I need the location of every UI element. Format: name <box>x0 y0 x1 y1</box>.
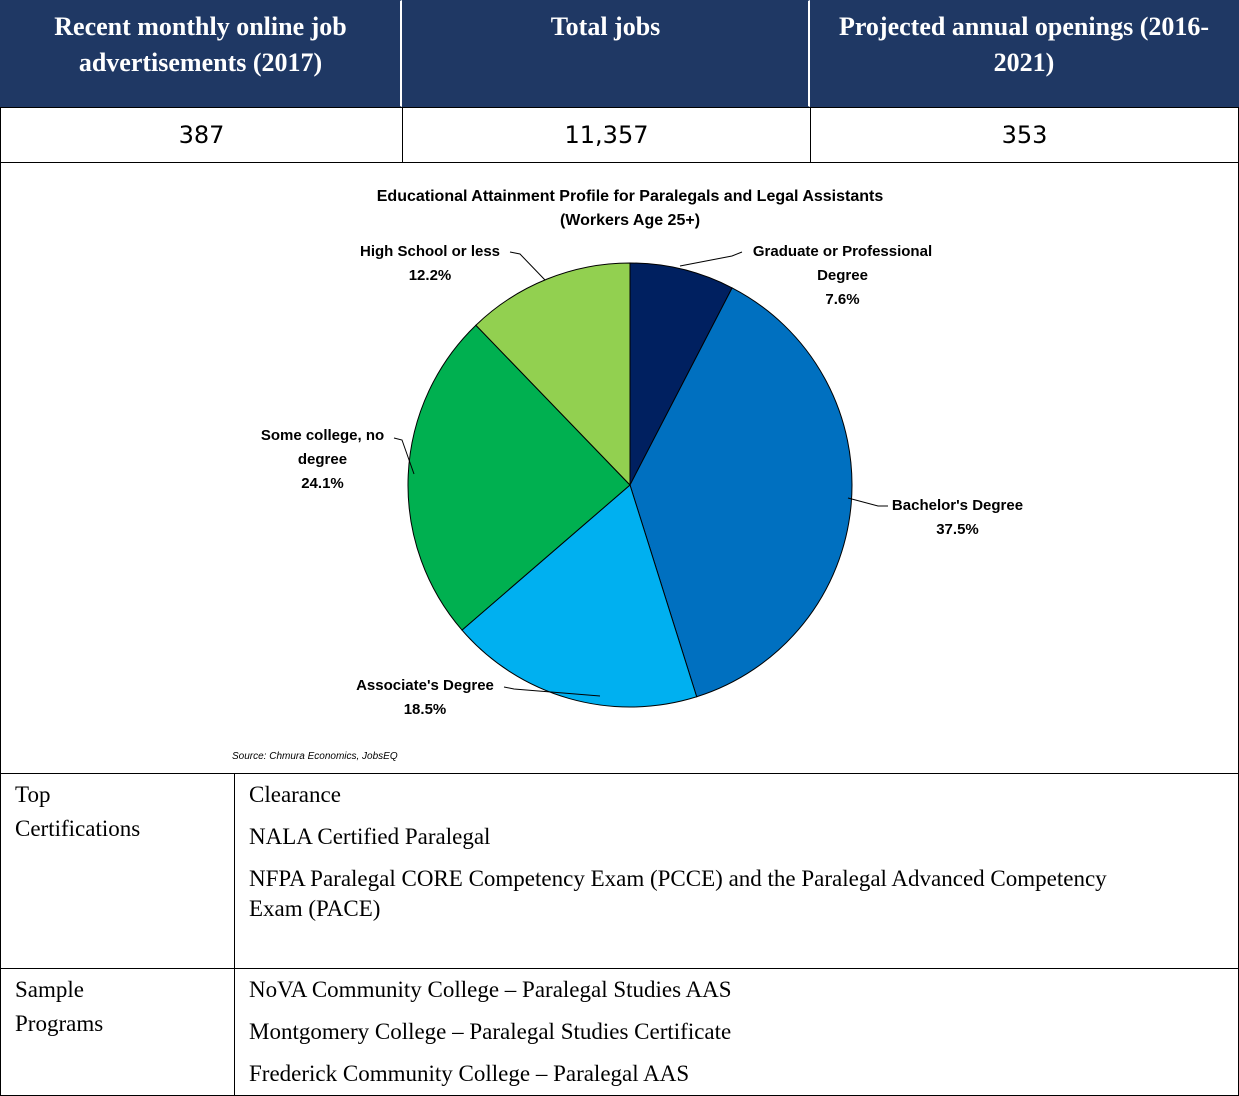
source: Source: Chmura Economics, JobsEQ <box>232 751 398 762</box>
slice-label: Some college, no degree 24.1% <box>240 424 405 496</box>
value-label: 24.1% <box>301 475 344 492</box>
value-cell: 11,357 <box>402 107 811 163</box>
value-cell: 353 <box>810 107 1239 163</box>
row-item: NoVA Community College – Paralegal Studi… <box>249 977 732 1002</box>
value-label: 12.2% <box>408 267 452 284</box>
value-cell: 387 <box>0 107 403 163</box>
pie-slice <box>475 262 631 487</box>
value-label: 18.5% <box>403 701 447 718</box>
category-label: High School or less <box>359 243 501 260</box>
category-label: Associate's Degree <box>356 677 494 694</box>
pie-slice <box>629 262 733 486</box>
header-cell: Recent monthly online job advertisements… <box>0 0 402 107</box>
chart-subtitle: (Workers Age 25+) <box>560 212 700 229</box>
pie-slice <box>461 484 698 708</box>
row-items: Clearance NALA Certified Paralegal NFPA Pa… <box>234 773 1239 969</box>
chart-area: Educational Attainment Profile for Paral… <box>0 162 1239 773</box>
row-item: NALA Certified Paralegal <box>249 824 491 849</box>
header-cell: Projected annual openings (2016-2021) <box>810 0 1239 107</box>
value-label: 7.6% <box>825 291 860 308</box>
slice-label: Bachelor's Degree 37.5% <box>870 494 1045 542</box>
pie-slice <box>629 287 853 698</box>
leader-line <box>509 251 546 281</box>
row-label: Top Certifications <box>0 773 235 969</box>
slice-label: High School or less 12.2% <box>340 240 520 288</box>
row-item: NFPA Paralegal CORE Competency Exam (PCC… <box>249 866 1107 921</box>
pie-chart: Educational Attainment Profile for Paral… <box>232 188 888 762</box>
leader-line <box>503 686 601 697</box>
pie-slice <box>407 324 631 631</box>
row-item: Montgomery College – Paralegal Studies C… <box>249 1019 732 1044</box>
row-items: NoVA Community College – Paralegal Studi… <box>234 968 1239 1096</box>
category-label: Bachelor's Degree <box>891 497 1024 514</box>
slice-label: Associate's Degree 18.5% <box>330 674 520 722</box>
category-label: Graduate or Professional Degree <box>752 243 933 284</box>
row-label-text: Top Certifications <box>15 782 141 841</box>
row-label: Sample Programs <box>0 968 235 1096</box>
row-label-text: Sample Programs <box>15 977 104 1036</box>
slice-label: Graduate or Professional Degree 7.6% <box>730 240 955 312</box>
leader-line <box>847 497 888 507</box>
category-label: Some college, no degree <box>260 427 385 468</box>
header-cell: Total jobs <box>402 0 810 107</box>
row-item: Clearance <box>249 782 341 807</box>
value-label: 37.5% <box>936 521 979 538</box>
row-item: Frederick Community College – Paralegal … <box>249 1061 690 1086</box>
leader-line <box>393 437 415 475</box>
chart-title: Educational Attainment Profile for Paral… <box>377 188 884 205</box>
leader-line <box>679 251 743 267</box>
